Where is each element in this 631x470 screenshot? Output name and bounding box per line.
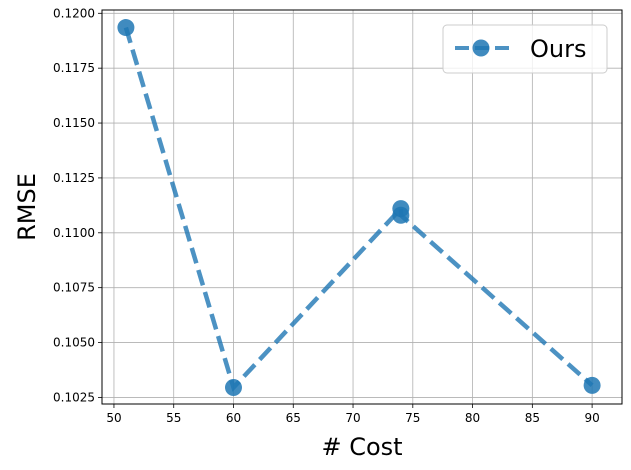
grid-lines xyxy=(102,10,622,404)
y-tick-label: 0.1150 xyxy=(53,116,95,130)
y-tick-label: 0.1025 xyxy=(53,390,95,404)
data-point xyxy=(392,206,410,224)
y-axis: 0.1025 0.1050 0.1075 0.1100 0.1125 0.1150 0.11… xyxy=(53,6,102,404)
legend-box xyxy=(442,24,608,74)
data-point xyxy=(583,376,601,394)
x-tick-label: 65 xyxy=(286,411,301,425)
y-tick-label: 0.1175 xyxy=(53,61,95,75)
legend: Ours xyxy=(442,24,608,74)
y-tick-label: 0.1075 xyxy=(53,281,95,295)
y-tick-label: 0.1100 xyxy=(53,226,95,240)
x-tick-label: 80 xyxy=(465,411,480,425)
plot-frame xyxy=(101,9,623,405)
legend-label: Ours xyxy=(530,35,586,63)
x-tick-label: 60 xyxy=(226,411,241,425)
x-tick-label: 50 xyxy=(106,411,121,425)
x-tick-label: 90 xyxy=(584,411,599,425)
data-point xyxy=(117,19,135,37)
y-tick-label: 0.1050 xyxy=(53,336,95,350)
x-axis: 50 55 60 65 70 75 80 85 90 xyxy=(106,404,600,425)
series-layer xyxy=(117,19,601,397)
y-tick-label: 0.1125 xyxy=(53,171,95,185)
legend-marker xyxy=(472,39,490,57)
x-tick-label: 75 xyxy=(405,411,420,425)
data-point xyxy=(224,379,242,397)
x-tick-label: 70 xyxy=(345,411,360,425)
y-axis-title: RMSE xyxy=(13,173,41,241)
x-tick-label: 85 xyxy=(525,411,540,425)
x-axis-title: # Cost xyxy=(321,433,402,461)
x-tick-label: 55 xyxy=(166,411,181,425)
y-tick-label: 0.1200 xyxy=(53,6,95,20)
